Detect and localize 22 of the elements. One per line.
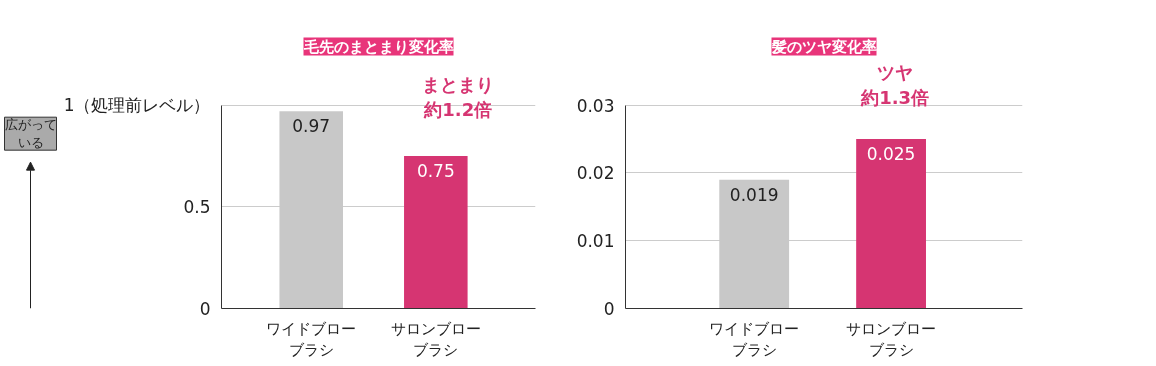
x-tick-label: ワイドブローブラシ (709, 319, 800, 360)
text: ツヤ (877, 62, 914, 84)
data-label: 0.025 (866, 144, 916, 165)
annotation: 約1.2倍 (423, 98, 493, 120)
text: まとまり (422, 74, 495, 96)
x-tick-label: サロンブローブラシ (846, 319, 937, 360)
data-label: 0.75 (416, 161, 455, 182)
chart-title: 毛先のまとまり変化率 (302, 37, 454, 56)
chart-title: 髪のツヤ変化率 (770, 37, 877, 56)
y-tick-label: 0 (603, 299, 615, 319)
annotation: 約1.3倍 (860, 86, 930, 108)
y-tick-label: 0.01 (576, 231, 615, 252)
text: 広がっている (4, 117, 57, 151)
y-tick-label: 0.03 (576, 95, 615, 116)
x-tick-label: ワイドブローブラシ (266, 319, 357, 360)
y-tick-label: 0 (199, 298, 211, 319)
data-label: 0.97 (292, 116, 331, 137)
y-tick-label: 1（処理前レベル） (63, 95, 211, 116)
x-tick-label: サロンブローブラシ (390, 319, 481, 360)
y-tick-label: 0.5 (183, 196, 211, 217)
y-tick-label: 0.02 (576, 163, 615, 184)
data-label: 0.019 (729, 184, 779, 205)
